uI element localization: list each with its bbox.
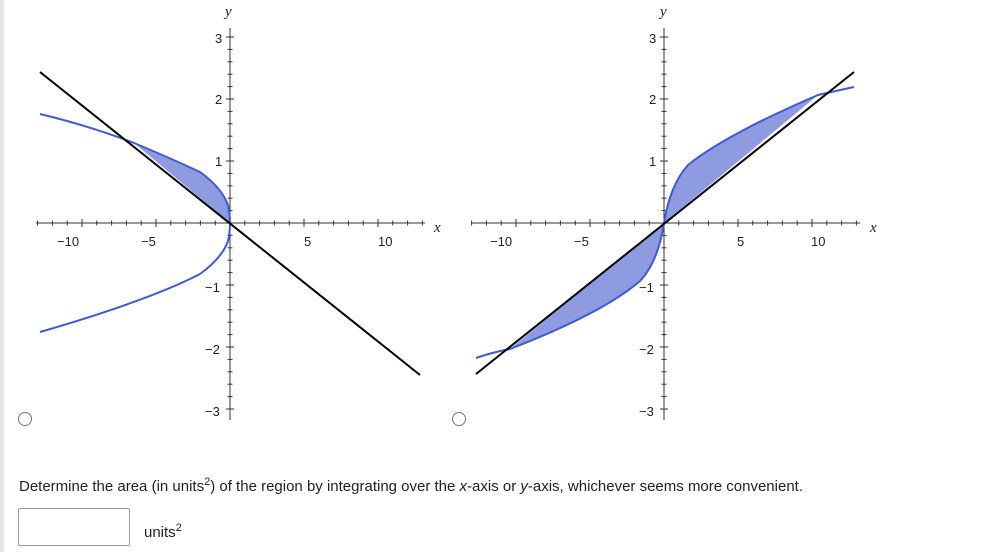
units-exponent: 2 [175, 522, 182, 534]
question-y-var: y [520, 478, 528, 495]
question-text-after: -axis, whichever seems more convenient. [527, 478, 804, 495]
x-tick-label: −10 [57, 234, 79, 249]
question-text: Determine the area (in units2) of the re… [19, 476, 803, 495]
graph-option-1: y x −10 −5 5 10 3 2 1 −1 −2 −3 [0, 0, 460, 440]
x-tick-label: −5 [574, 234, 589, 249]
x-tick-label: 5 [737, 234, 744, 249]
y-tick-label: 2 [215, 92, 222, 107]
y-tick-label: −3 [639, 404, 654, 419]
units-text: units [144, 524, 176, 541]
question-x-var: x [459, 478, 468, 495]
y-tick-label: −2 [639, 342, 654, 357]
y-minor-ticks [660, 36, 668, 410]
y-tick-label: −3 [205, 404, 220, 419]
question-text-mid1: ) of the region by integrating over the [210, 478, 460, 495]
shaded-region-upper [664, 95, 818, 223]
y-tick-label: −2 [205, 342, 220, 357]
shaded-region [134, 143, 230, 223]
x-tick-label: 5 [304, 234, 311, 249]
x-tick-label: −10 [490, 234, 512, 249]
question-exponent: 2 [204, 476, 211, 488]
radio-option-2[interactable] [452, 412, 466, 426]
graph-right-svg: y x −10 −5 5 10 3 2 1 −1 −2 −3 [471, 4, 877, 420]
y-tick-label: 1 [649, 154, 656, 169]
graph-option-2: y x −10 −5 5 10 3 2 1 −1 −2 −3 [460, 0, 892, 440]
y-tick-label: 3 [649, 31, 656, 46]
y-tick-label: 1 [215, 154, 222, 169]
x-axis-label: x [869, 220, 877, 236]
x-tick-label: 10 [378, 234, 392, 249]
y-tick-label: 2 [649, 92, 656, 107]
line [475, 71, 855, 375]
x-tick-label: 10 [811, 234, 825, 249]
y-tick-label: −1 [639, 280, 654, 295]
graph-left-svg: y x −10 −5 5 10 3 2 1 −1 −2 −3 [36, 4, 441, 420]
curve-lower [39, 222, 231, 333]
y-axis-label: y [658, 4, 667, 20]
y-tick-label: 3 [215, 31, 222, 46]
x-axis-label: x [433, 220, 441, 236]
question-text-before: Determine the area (in units [19, 478, 205, 495]
units-label: units2 [144, 522, 182, 541]
answer-input[interactable] [18, 508, 130, 546]
y-tick-label: −1 [205, 280, 220, 295]
radio-option-1[interactable] [18, 412, 32, 426]
y-axis-label: y [223, 4, 232, 20]
line [39, 71, 421, 376]
x-tick-label: −5 [141, 234, 156, 249]
x-minor-ticks [37, 219, 423, 227]
question-text-mid2: -axis or [467, 478, 521, 495]
page-left-rule [0, 0, 4, 552]
x-minor-ticks [471, 219, 857, 227]
curve-upper [39, 113, 231, 224]
